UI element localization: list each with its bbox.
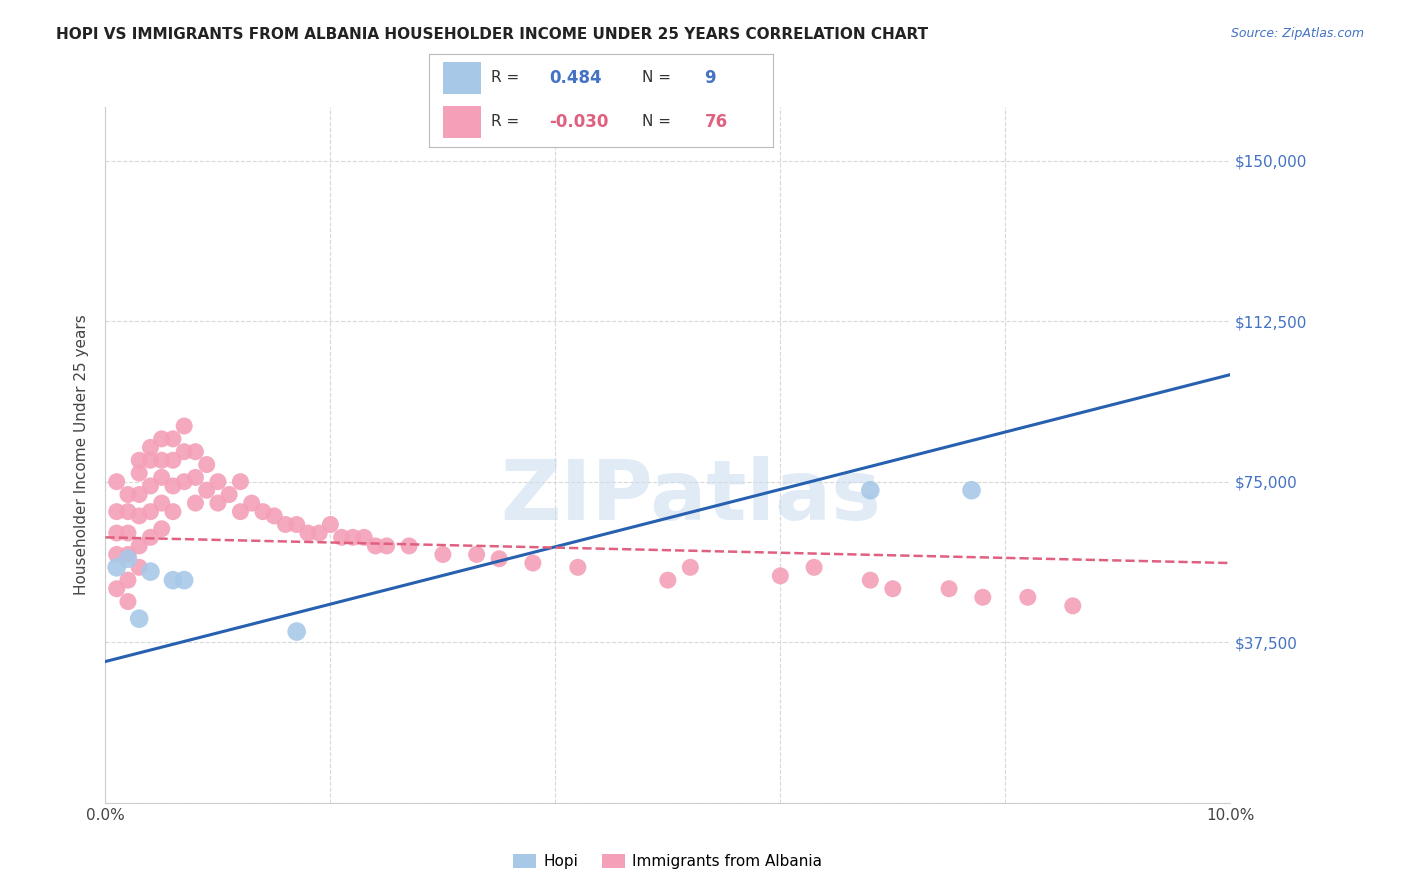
Point [117,487,139,501]
Point [105,475,128,489]
Point [117,551,139,566]
Point [105,582,128,596]
Point [150,496,173,510]
Point [308,526,330,541]
Point [274,517,297,532]
Point [128,612,150,626]
Point [567,560,589,574]
FancyBboxPatch shape [443,62,481,94]
Point [229,475,252,489]
Text: -0.030: -0.030 [550,113,609,131]
Text: N =: N = [643,70,672,86]
Point [105,548,128,562]
Point [162,479,184,493]
Point [162,453,184,467]
Point [117,526,139,541]
Point [117,573,139,587]
Point [173,419,195,434]
Point [285,624,308,639]
Point [139,453,162,467]
Point [342,530,364,544]
Point [128,487,150,501]
Point [162,432,184,446]
Point [105,560,128,574]
Point [938,582,960,596]
Point [162,573,184,587]
Text: 0.484: 0.484 [550,69,602,87]
Point [240,496,263,510]
Point [173,475,195,489]
Text: 9: 9 [704,69,716,87]
Point [128,466,150,480]
Point [882,582,904,596]
Point [184,496,207,510]
Point [207,496,229,510]
Point [173,444,195,458]
Point [398,539,420,553]
Point [330,530,353,544]
Point [375,539,398,553]
Text: R =: R = [491,114,519,129]
Point [972,591,994,605]
Point [150,453,173,467]
Point [184,444,207,458]
Point [319,517,342,532]
Point [353,530,375,544]
Point [117,505,139,519]
Point [488,551,510,566]
Point [105,505,128,519]
Point [139,441,162,455]
Point [139,530,162,544]
Text: Source: ZipAtlas.com: Source: ZipAtlas.com [1230,27,1364,40]
Point [229,505,252,519]
Point [139,505,162,519]
Point [432,548,454,562]
Point [679,560,702,574]
Point [364,539,387,553]
Point [859,483,882,498]
Y-axis label: Householder Income Under 25 years: Householder Income Under 25 years [75,315,90,595]
Text: ZIPatlas: ZIPatlas [501,456,880,537]
Point [252,505,274,519]
Point [117,548,139,562]
Point [128,508,150,523]
Point [522,556,544,570]
Point [184,470,207,484]
Point [150,470,173,484]
Point [465,548,488,562]
Point [105,526,128,541]
Point [803,560,825,574]
Point [263,508,285,523]
Text: N =: N = [643,114,672,129]
Point [173,573,195,587]
Point [657,573,679,587]
Point [859,573,882,587]
Point [195,458,218,472]
Point [1017,591,1039,605]
Point [117,594,139,608]
Point [150,432,173,446]
Text: 76: 76 [704,113,727,131]
Point [139,479,162,493]
Point [128,539,150,553]
Point [207,475,229,489]
Point [218,487,240,501]
FancyBboxPatch shape [443,106,481,138]
Text: HOPI VS IMMIGRANTS FROM ALBANIA HOUSEHOLDER INCOME UNDER 25 YEARS CORRELATION CH: HOPI VS IMMIGRANTS FROM ALBANIA HOUSEHOL… [56,27,928,42]
Point [195,483,218,498]
Point [139,565,162,579]
Point [128,453,150,467]
Legend: Hopi, Immigrants from Albania: Hopi, Immigrants from Albania [508,848,828,875]
Point [960,483,983,498]
Point [128,560,150,574]
Point [285,517,308,532]
Point [150,522,173,536]
Point [769,569,792,583]
Text: R =: R = [491,70,519,86]
Point [297,526,319,541]
Point [1062,599,1084,613]
Point [162,505,184,519]
